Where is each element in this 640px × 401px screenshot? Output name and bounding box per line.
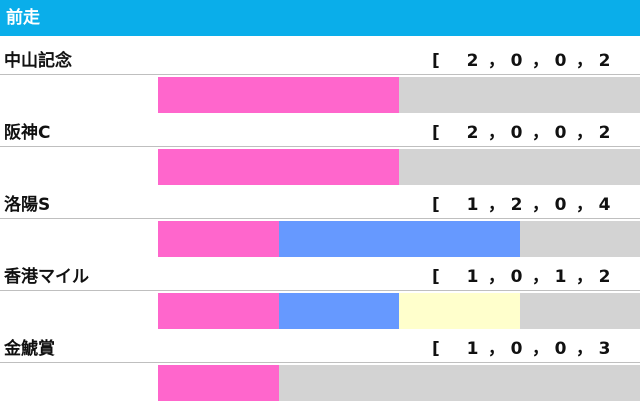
record-open-bracket: [ [432,339,458,359]
record-separator: ， [488,46,502,71]
record-value: 1 [458,195,488,215]
record-value: 2 [590,123,620,143]
record-separator: ， [576,334,590,359]
record-value: 0 [546,195,576,215]
record-bar [158,365,640,401]
row-divider [0,74,640,75]
record-separator: ， [532,118,546,143]
race-record: [1，0，0，3 [432,334,620,359]
bar-segment [158,365,279,401]
record-separator: ， [576,118,590,143]
race-row: 金鯱賞[1，0，0，3 [0,324,640,396]
race-row: 香港マイル[1，0，1，2 [0,252,640,324]
record-value: 2 [458,123,488,143]
race-record: [1，2，0，4 [432,190,620,215]
race-row: 洛陽S[1，2，0，4 [0,180,640,252]
record-separator: ， [532,190,546,215]
record-open-bracket: [ [432,195,458,215]
record-separator: ， [576,262,590,287]
record-value: 1 [458,339,488,359]
record-value: 2 [590,51,620,71]
race-label: 金鯱賞 [4,334,55,359]
record-separator: ， [488,118,502,143]
race-label: 阪神C [4,118,50,143]
row-divider [0,362,640,363]
record-separator: ， [532,46,546,71]
record-value: 0 [502,123,532,143]
race-row: 中山記念[2，0，0，2 [0,36,640,108]
race-label: 香港マイル [4,262,89,287]
record-value: 2 [502,195,532,215]
record-value: 1 [546,267,576,287]
record-value: 3 [590,339,620,359]
race-label: 中山記念 [4,46,72,71]
chart-header: 前走 [0,0,640,36]
record-value: 0 [546,51,576,71]
race-label: 洛陽S [4,190,50,215]
record-value: 0 [502,339,532,359]
record-value: 0 [502,51,532,71]
record-open-bracket: [ [432,123,458,143]
race-record: [2，0，0，2 [432,118,620,143]
record-separator: ， [532,334,546,359]
record-separator: ， [576,46,590,71]
record-value: 2 [458,51,488,71]
record-value: 0 [502,267,532,287]
race-row: 阪神C[2，0，0，2 [0,108,640,180]
record-separator: ， [532,262,546,287]
record-separator: ， [576,190,590,215]
record-value: 0 [546,339,576,359]
record-value: 4 [590,195,620,215]
row-divider [0,290,640,291]
race-record: [2，0，0，2 [432,46,620,71]
record-separator: ， [488,262,502,287]
record-open-bracket: [ [432,51,458,71]
row-divider [0,146,640,147]
record-value: 2 [590,267,620,287]
record-open-bracket: [ [432,267,458,287]
row-divider [0,218,640,219]
record-value: 0 [546,123,576,143]
header-title: 前走 [6,8,40,28]
record-separator: ， [488,190,502,215]
record-separator: ， [488,334,502,359]
race-record: [1，0，1，2 [432,262,620,287]
bar-segment [279,365,640,401]
record-value: 1 [458,267,488,287]
